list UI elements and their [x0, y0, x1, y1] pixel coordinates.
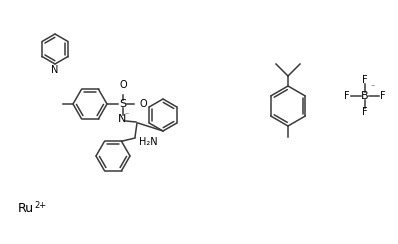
Text: F: F — [344, 91, 350, 101]
Text: O: O — [119, 80, 127, 90]
Text: F: F — [362, 107, 368, 117]
Text: ⁻: ⁻ — [370, 82, 375, 91]
Text: N: N — [51, 65, 59, 75]
Text: B: B — [361, 91, 369, 101]
Text: O: O — [140, 99, 148, 109]
Text: S: S — [119, 99, 127, 109]
Text: N: N — [118, 114, 126, 124]
Text: Ru: Ru — [18, 203, 34, 215]
Text: 2+: 2+ — [34, 201, 46, 210]
Text: F: F — [362, 75, 368, 85]
Text: ⁻: ⁻ — [125, 111, 129, 120]
Text: F: F — [380, 91, 386, 101]
Text: H₂N: H₂N — [139, 137, 158, 147]
